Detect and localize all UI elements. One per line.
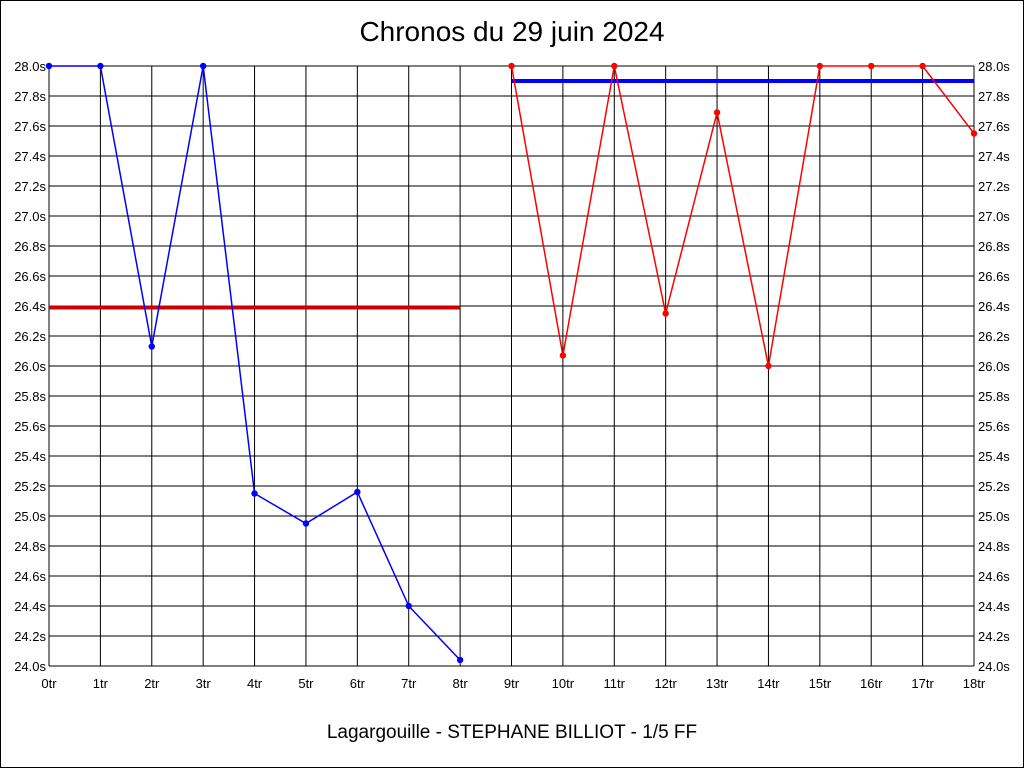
y-tick-label-left: 27.2s bbox=[14, 179, 46, 194]
y-tick-label-left: 27.0s bbox=[14, 209, 46, 224]
data-point bbox=[868, 62, 875, 70]
y-tick-label-left: 27.8s bbox=[14, 89, 46, 104]
data-point bbox=[713, 109, 721, 116]
y-tick-label-right: 26.8s bbox=[978, 239, 1010, 254]
y-tick-label-left: 24.0s bbox=[14, 659, 46, 674]
x-tick-label: 12tr bbox=[654, 676, 677, 691]
data-point bbox=[919, 62, 926, 70]
x-tick-label: 10tr bbox=[552, 676, 575, 691]
x-tick-label: 11tr bbox=[604, 676, 626, 691]
x-tick-label: 14tr bbox=[757, 676, 780, 691]
x-tick-label: 2tr bbox=[144, 676, 160, 691]
data-point bbox=[302, 520, 310, 527]
y-tick-label-right: 25.4s bbox=[978, 449, 1010, 464]
chart-title: Chronos du 29 juin 2024 bbox=[359, 16, 665, 47]
y-tick-label-right: 25.0s bbox=[978, 509, 1010, 524]
data-point bbox=[611, 62, 618, 70]
x-tick-label: 3tr bbox=[196, 676, 212, 691]
y-tick-label-left: 26.2s bbox=[14, 329, 46, 344]
chart-subtitle: Lagargouille - STEPHANE BILLIOT - 1/5 FF bbox=[326, 722, 698, 743]
series-line bbox=[510, 65, 975, 367]
y-tick-label-right: 27.4s bbox=[978, 149, 1010, 164]
data-point bbox=[199, 62, 207, 70]
data-point bbox=[765, 362, 772, 370]
y-tick-label-right: 24.4s bbox=[978, 599, 1010, 614]
y-tick-label-left: 25.4s bbox=[14, 449, 46, 464]
y-tick-label-left: 25.2s bbox=[14, 479, 46, 494]
x-tick-label: 13tr bbox=[706, 676, 729, 691]
data-point bbox=[970, 130, 978, 137]
x-tick-label: 5tr bbox=[298, 676, 314, 691]
y-tick-label-right: 26.4s bbox=[978, 299, 1010, 314]
y-tick-label-right: 25.2s bbox=[978, 479, 1010, 494]
data-point bbox=[816, 62, 824, 70]
y-tick-label-left: 27.6s bbox=[14, 119, 46, 134]
y-tick-label-right: 26.2s bbox=[978, 329, 1010, 344]
y-tick-label-right: 25.6s bbox=[978, 419, 1010, 434]
x-tick-label: 15tr bbox=[809, 676, 832, 691]
y-tick-label-right: 25.8s bbox=[978, 389, 1010, 404]
y-tick-label-left: 27.4s bbox=[14, 149, 46, 164]
y-tick-label-right: 27.2s bbox=[978, 179, 1010, 194]
y-tick-label-right: 24.6s bbox=[978, 569, 1010, 584]
x-tick-label: 17tr bbox=[911, 676, 934, 691]
x-tick-label: 7tr bbox=[401, 676, 417, 691]
y-tick-label-left: 25.0s bbox=[14, 509, 46, 524]
x-tick-label: 4tr bbox=[247, 676, 263, 691]
y-tick-label-right: 27.8s bbox=[978, 89, 1010, 104]
data-point bbox=[508, 62, 515, 70]
data-point bbox=[354, 488, 361, 496]
y-tick-label-left: 26.0s bbox=[14, 359, 46, 374]
data-point bbox=[405, 602, 412, 610]
y-tick-label-left: 25.8s bbox=[14, 389, 46, 404]
y-tick-label-left: 25.6s bbox=[14, 419, 46, 434]
x-tick-label: 9tr bbox=[504, 676, 520, 691]
data-point bbox=[456, 656, 464, 664]
data-point bbox=[97, 62, 104, 70]
data-point bbox=[45, 62, 53, 70]
y-tick-label-left: 26.6s bbox=[14, 269, 46, 284]
x-tick-label: 18tr bbox=[963, 676, 986, 691]
y-tick-label-right: 27.6s bbox=[978, 119, 1010, 134]
y-tick-label-left: 28.0s bbox=[14, 59, 46, 74]
y-tick-label-left: 24.2s bbox=[14, 629, 46, 644]
y-tick-label-left: 24.8s bbox=[14, 539, 46, 554]
data-point bbox=[559, 352, 567, 359]
x-tick-label: 6tr bbox=[350, 676, 366, 691]
x-tick-label: 0tr bbox=[41, 676, 57, 691]
x-tick-label: 1tr bbox=[93, 676, 109, 691]
y-tick-label-right: 26.0s bbox=[978, 359, 1010, 374]
y-tick-label-left: 24.6s bbox=[14, 569, 46, 584]
y-tick-label-right: 26.6s bbox=[978, 269, 1010, 284]
y-tick-label-left: 26.4s bbox=[14, 299, 46, 314]
y-tick-label-right: 24.2s bbox=[978, 629, 1010, 644]
data-point bbox=[148, 343, 155, 350]
y-tick-label-right: 27.0s bbox=[978, 209, 1010, 224]
data-point bbox=[662, 310, 669, 317]
y-tick-label-left: 24.4s bbox=[14, 599, 46, 614]
y-tick-label-left: 26.8s bbox=[14, 239, 46, 254]
y-tick-label-right: 28.0s bbox=[978, 59, 1010, 74]
y-tick-label-right: 24.0s bbox=[978, 659, 1010, 674]
data-point bbox=[251, 490, 258, 497]
x-tick-label: 8tr bbox=[453, 676, 469, 691]
y-tick-label-right: 24.8s bbox=[978, 539, 1010, 554]
x-tick-label: 16tr bbox=[860, 676, 883, 691]
